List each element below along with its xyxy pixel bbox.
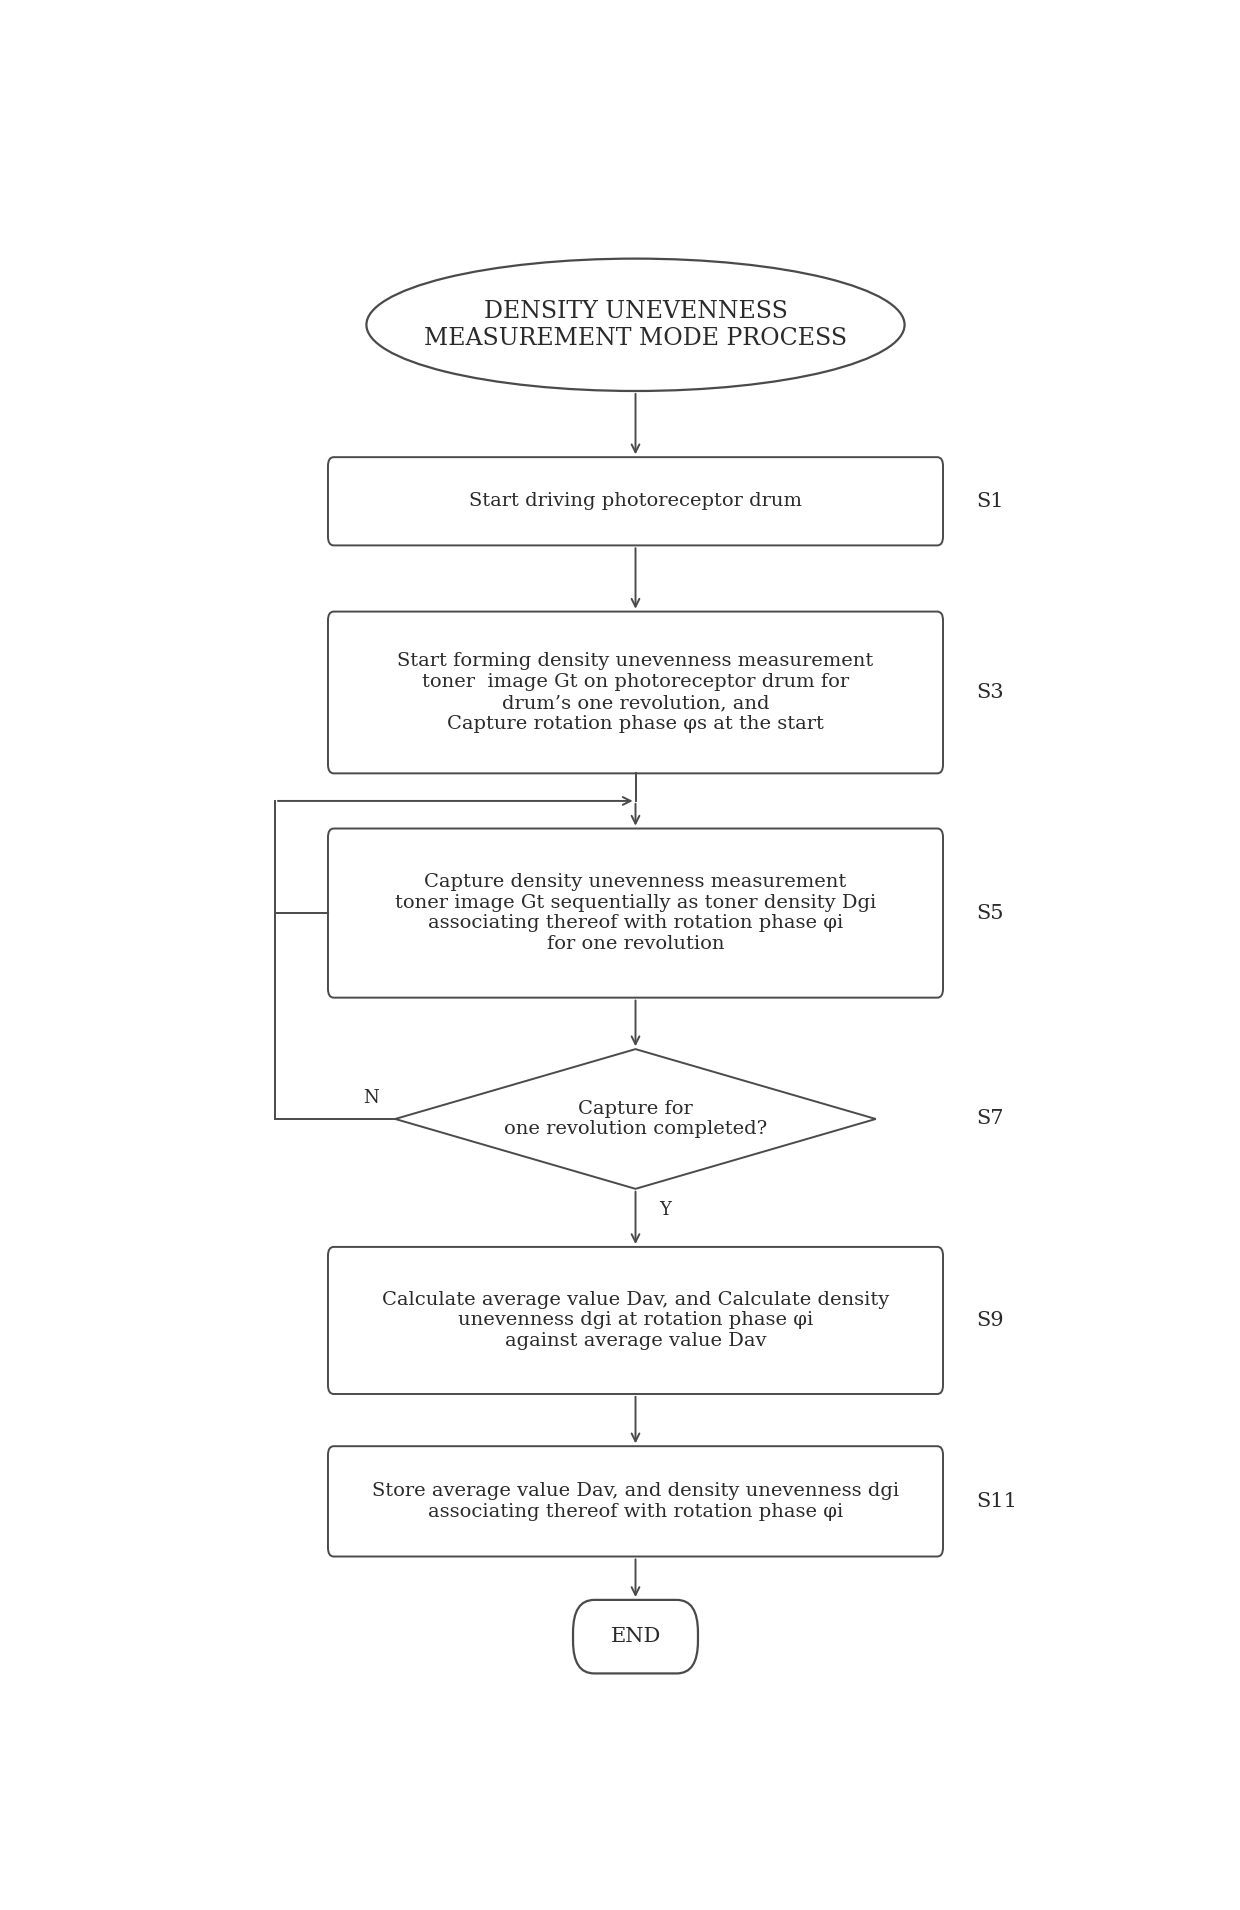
FancyBboxPatch shape (327, 611, 944, 774)
Text: DENSITY UNEVENNESS
MEASUREMENT MODE PROCESS: DENSITY UNEVENNESS MEASUREMENT MODE PROC… (424, 300, 847, 350)
FancyBboxPatch shape (327, 829, 944, 997)
Text: N: N (363, 1089, 379, 1108)
Text: Calculate average value Dav, and Calculate density
unevenness dgi at rotation ph: Calculate average value Dav, and Calcula… (382, 1291, 889, 1350)
Text: S1: S1 (977, 491, 1004, 510)
Text: Start driving photoreceptor drum: Start driving photoreceptor drum (469, 493, 802, 510)
FancyBboxPatch shape (573, 1601, 698, 1673)
Ellipse shape (367, 258, 905, 392)
Text: S5: S5 (977, 903, 1004, 923)
Text: Start forming density unevenness measurement
toner  image Gt on photoreceptor dr: Start forming density unevenness measure… (397, 653, 874, 733)
FancyBboxPatch shape (327, 1247, 944, 1394)
Text: END: END (610, 1627, 661, 1646)
Polygon shape (396, 1049, 875, 1188)
Text: Capture for
one revolution completed?: Capture for one revolution completed? (503, 1100, 768, 1138)
Text: S11: S11 (977, 1492, 1018, 1511)
Text: S9: S9 (977, 1310, 1004, 1329)
Text: Capture density unevenness measurement
toner image Gt sequentially as toner dens: Capture density unevenness measurement t… (394, 873, 877, 953)
FancyBboxPatch shape (327, 1446, 944, 1557)
FancyBboxPatch shape (327, 456, 944, 546)
Text: S7: S7 (977, 1110, 1004, 1129)
Text: S3: S3 (977, 684, 1004, 703)
Text: Y: Y (660, 1201, 671, 1219)
Text: Store average value Dav, and density unevenness dgi
associating thereof with rot: Store average value Dav, and density une… (372, 1482, 899, 1520)
